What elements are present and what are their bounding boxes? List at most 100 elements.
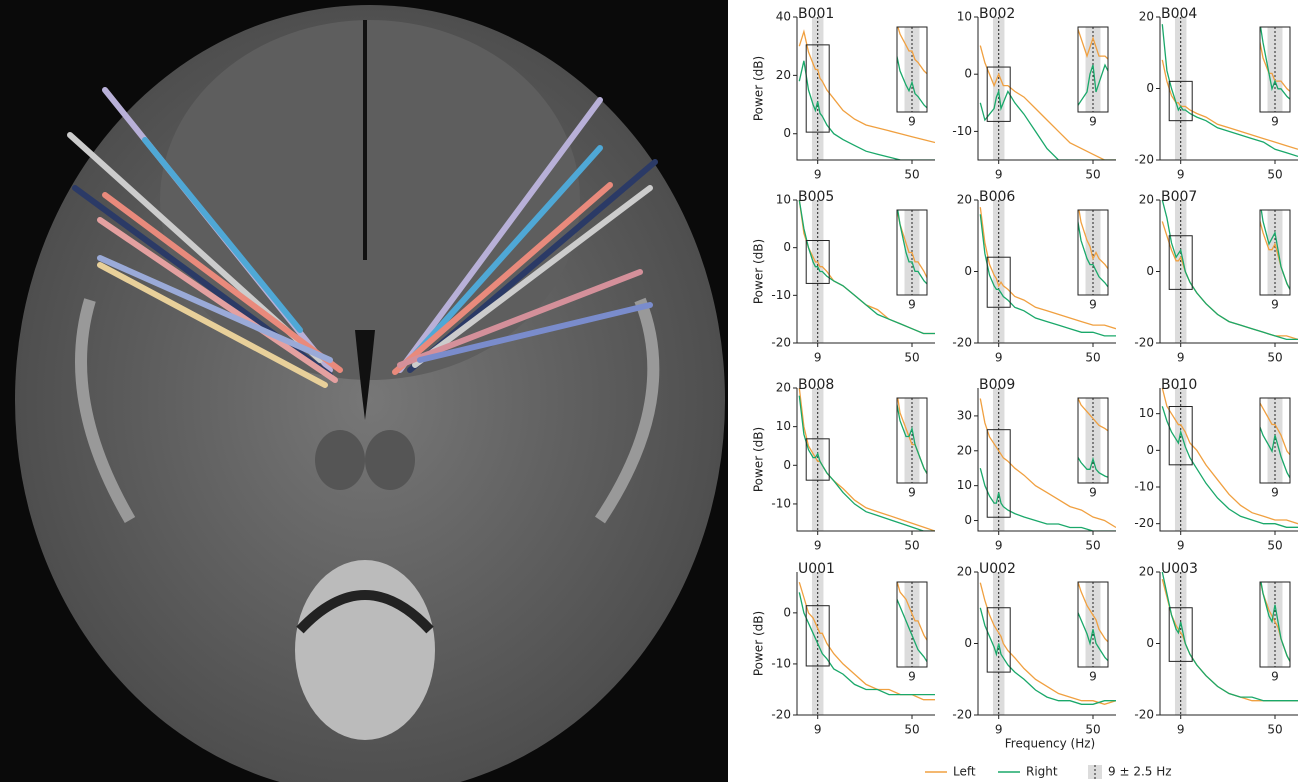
x-tick-label: 9 (814, 168, 822, 182)
electrodes (67, 87, 658, 388)
x-tick-label: 9 (814, 539, 822, 553)
inset-line (1260, 210, 1290, 291)
zoom-box (986, 429, 1011, 518)
legend-band-swatch (1088, 765, 1102, 779)
series-line (798, 592, 935, 696)
y-tick-label: 0 (783, 240, 791, 254)
zoom-box (1168, 235, 1193, 290)
y-tick-label: 0 (1146, 443, 1154, 457)
inset-tick-label: 9 (1271, 115, 1279, 129)
band (1174, 572, 1187, 715)
series-line (1161, 572, 1298, 702)
x-tick-label: 9 (1177, 723, 1185, 737)
inset-band (1267, 27, 1283, 112)
inset-line (1078, 63, 1108, 107)
inset-frame (896, 209, 928, 296)
legend-label: Right (1026, 765, 1058, 779)
electrode (392, 182, 613, 375)
zoom-box (805, 438, 830, 481)
zoom-box (805, 240, 830, 284)
series-line (798, 395, 935, 531)
inset-frame (896, 26, 928, 113)
inset-line (1260, 218, 1290, 291)
band (1174, 200, 1187, 343)
inset-line (897, 210, 927, 280)
y-tick-label: -20 (952, 708, 972, 722)
inset-line (1260, 582, 1290, 663)
inset-band (1267, 582, 1283, 667)
y-tick-label: -20 (1134, 153, 1154, 167)
inset-line (897, 27, 927, 75)
inset-frame (1259, 26, 1291, 113)
y-tick-label: 20 (957, 443, 972, 457)
inset-line (1078, 398, 1108, 432)
y-tick-label: 0 (1146, 264, 1154, 278)
y-tick-label: 30 (957, 408, 972, 422)
y-tick-label: -10 (952, 124, 972, 138)
inset-band (1267, 210, 1283, 295)
x-tick-label: 50 (904, 539, 919, 553)
x-tick-label: 50 (904, 723, 919, 737)
inset-line (1078, 582, 1108, 643)
inset-frame (896, 397, 928, 484)
x-tick-label: 9 (1177, 168, 1185, 182)
inset-line (1260, 401, 1290, 456)
series-line (1161, 388, 1298, 525)
zoom-box (986, 607, 1011, 673)
electrode (102, 192, 343, 373)
y-tick-label: 20 (1139, 193, 1154, 207)
inset-band (1085, 398, 1101, 483)
inset-band (1267, 398, 1283, 483)
series-line (979, 468, 1116, 531)
series-line (979, 398, 1116, 529)
inset-line (1078, 27, 1108, 60)
electrode (97, 217, 338, 383)
y-tick-label: 0 (1146, 81, 1154, 95)
band (992, 200, 1005, 343)
chart-title: B001 (798, 6, 834, 22)
band (811, 200, 824, 343)
zoom-box (1168, 607, 1193, 662)
brain-image (0, 0, 728, 782)
electrode (407, 145, 603, 363)
chart-title: B005 (798, 189, 834, 205)
y-tick-label: 0 (964, 67, 972, 81)
inset-tick-label: 9 (1271, 486, 1279, 500)
inset-line (1260, 27, 1290, 100)
inset-tick-label: 9 (1089, 486, 1097, 500)
inset-line (1260, 582, 1290, 663)
chart-title: B009 (979, 377, 1015, 393)
y-tick-label: 20 (957, 565, 972, 579)
zoom-box (1168, 406, 1193, 466)
zoom-box (986, 66, 1011, 122)
y-tick-label: 0 (1146, 636, 1154, 650)
x-tick-label: 9 (995, 168, 1003, 182)
inset-tick-label: 9 (1271, 298, 1279, 312)
y-tick-label: 10 (957, 478, 972, 492)
y-tick-label: -10 (771, 288, 791, 302)
y-tick-label: -20 (771, 708, 791, 722)
inset-tick-label: 9 (908, 298, 916, 312)
y-tick-label: 20 (957, 193, 972, 207)
y-axis-label: Power (dB) (752, 427, 766, 492)
x-tick-label: 9 (814, 351, 822, 365)
zoom-box (986, 256, 1011, 308)
y-tick-label: 0 (964, 264, 972, 278)
band (1174, 388, 1187, 531)
inset-line (1078, 456, 1108, 478)
inset-frame (1077, 26, 1109, 113)
inset-line (1260, 425, 1290, 480)
inset-frame (1259, 397, 1291, 484)
axis (796, 388, 935, 532)
y-tick-label: 0 (783, 458, 791, 472)
axis (977, 17, 1116, 161)
x-tick-label: 9 (1177, 539, 1185, 553)
chart-title: B004 (1161, 6, 1197, 22)
y-tick-label: 20 (776, 68, 791, 82)
y-tick-label: 0 (964, 513, 972, 527)
y-tick-label: 20 (776, 381, 791, 395)
series-line (798, 60, 935, 160)
inset-frame (1077, 581, 1109, 668)
y-axis-label: Power (dB) (752, 56, 766, 121)
